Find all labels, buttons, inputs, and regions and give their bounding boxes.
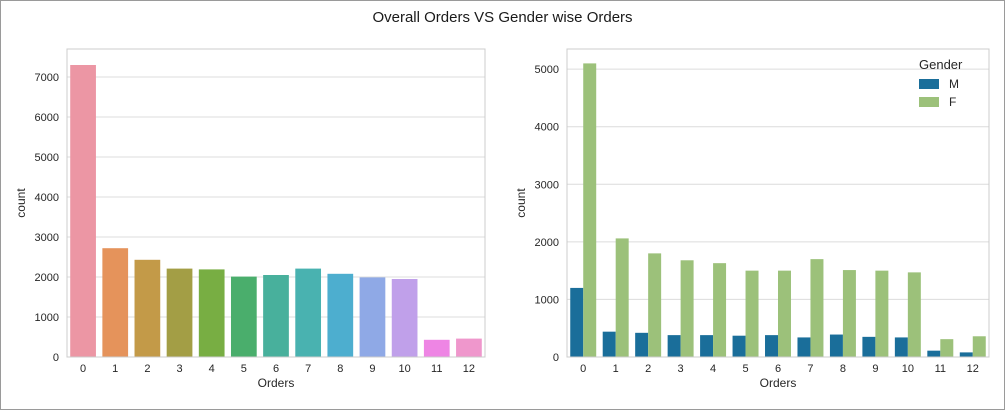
right-bar-f-3	[680, 260, 694, 357]
left-xtick-label-11: 11	[431, 363, 442, 375]
right-bar-m-10	[894, 337, 908, 357]
right-ytick-label-4: 4000	[535, 122, 559, 134]
left-xtick-label-4: 4	[209, 363, 215, 375]
right-bar-m-7	[797, 337, 811, 357]
right-legend-label-f: F	[949, 95, 956, 109]
right-bar-f-7	[810, 259, 824, 357]
left-bar-1	[102, 248, 129, 357]
right-bar-f-12	[972, 336, 986, 357]
right-xtick-label-6: 6	[775, 363, 781, 375]
left-bar-5	[230, 276, 257, 357]
left-xtick-label-7: 7	[305, 363, 311, 375]
right-xtick-label-8: 8	[840, 363, 846, 375]
right-bar-m-11	[927, 350, 941, 357]
right-xtick-label-5: 5	[742, 363, 748, 375]
left-xtick-label-1: 1	[112, 363, 118, 375]
left-bar-9	[359, 277, 386, 357]
left-bar-3	[166, 268, 193, 357]
right-bar-m-1	[602, 331, 616, 357]
left-bar-2	[134, 259, 161, 357]
left-xtick-label-5: 5	[241, 363, 247, 375]
left-ytick-label-2: 2000	[35, 272, 59, 284]
right-xtick-label-10: 10	[902, 363, 914, 375]
left-plot-frame	[66, 48, 486, 358]
right-bar-m-2	[635, 332, 649, 357]
right-bar-f-0	[583, 63, 597, 358]
left-bar-10	[391, 279, 418, 357]
right-bar-m-3	[667, 335, 681, 357]
right-bar-m-5	[732, 335, 746, 357]
left-bar-7	[295, 268, 322, 357]
right-bar-m-8	[829, 334, 843, 357]
right-xtick-label-11: 11	[935, 363, 946, 375]
right-xtick-label-7: 7	[807, 363, 813, 375]
right-bar-m-12	[959, 352, 973, 357]
left-xtick-label-6: 6	[273, 363, 279, 375]
left-ytick-label-6: 6000	[35, 112, 59, 124]
right-bar-f-4	[713, 263, 727, 357]
left-xtick-label-9: 9	[369, 363, 375, 375]
right-bar-f-8	[842, 270, 856, 357]
left-bar-6	[263, 275, 289, 357]
right-ytick-label-5: 5000	[535, 64, 559, 76]
right-xtick-label-4: 4	[710, 363, 716, 375]
right-xtick-label-12: 12	[967, 363, 979, 375]
figure-title: Overall Orders VS Gender wise Orders	[372, 9, 633, 26]
right-ytick-label-2: 2000	[535, 237, 559, 249]
left-ytick-label-0: 0	[53, 352, 59, 364]
left-ytick-label-4: 4000	[35, 192, 59, 204]
right-xtick-label-0: 0	[580, 363, 586, 375]
left-bar-12	[456, 338, 482, 357]
left-ytick-label-1: 1000	[35, 312, 59, 324]
right-xtick-label-1: 1	[613, 363, 619, 375]
left-xtick-label-0: 0	[80, 363, 86, 375]
right-legend-swatch-f	[919, 97, 939, 107]
left-y-axis-label: count	[14, 188, 28, 218]
right-legend-label-m: M	[949, 77, 959, 91]
right-bar-f-6	[778, 270, 791, 357]
left-ytick-label-5: 5000	[35, 152, 59, 164]
left-xtick-label-3: 3	[176, 363, 182, 375]
left-ytick-label-7: 7000	[35, 72, 59, 84]
right-y-axis-label: count	[514, 188, 528, 218]
right-ytick-label-1: 1000	[535, 294, 559, 306]
left-xtick-label-8: 8	[337, 363, 343, 375]
right-bar-m-0	[570, 287, 584, 357]
left-bar-4	[198, 269, 225, 357]
right-xtick-label-9: 9	[872, 363, 878, 375]
right-bar-f-2	[648, 253, 662, 357]
left-bar-8	[327, 273, 354, 357]
left-xtick-label-12: 12	[463, 363, 475, 375]
right-bar-f-10	[907, 272, 921, 357]
right-legend-title: Gender	[919, 57, 963, 72]
right-bar-f-9	[875, 270, 889, 357]
right-xtick-label-2: 2	[645, 363, 651, 375]
left-ytick-label-3: 3000	[35, 232, 59, 244]
left-bar-0	[70, 65, 96, 357]
right-x-axis-label: Orders	[760, 376, 797, 390]
right-bar-m-4	[700, 335, 714, 357]
right-bar-f-1	[615, 238, 629, 357]
left-x-axis-label: Orders	[258, 376, 295, 390]
right-xtick-label-3: 3	[678, 363, 684, 375]
right-bar-m-6	[765, 335, 778, 357]
right-ytick-label-0: 0	[553, 352, 559, 364]
right-bar-f-5	[745, 270, 759, 357]
right-legend-swatch-m	[919, 79, 939, 89]
right-ytick-label-3: 3000	[535, 179, 559, 191]
right-bar-m-9	[862, 336, 876, 357]
left-xtick-label-2: 2	[144, 363, 150, 375]
left-bar-11	[423, 339, 450, 357]
right-plot-frame	[566, 48, 990, 358]
left-xtick-label-10: 10	[398, 363, 410, 375]
right-bar-f-11	[940, 339, 954, 357]
